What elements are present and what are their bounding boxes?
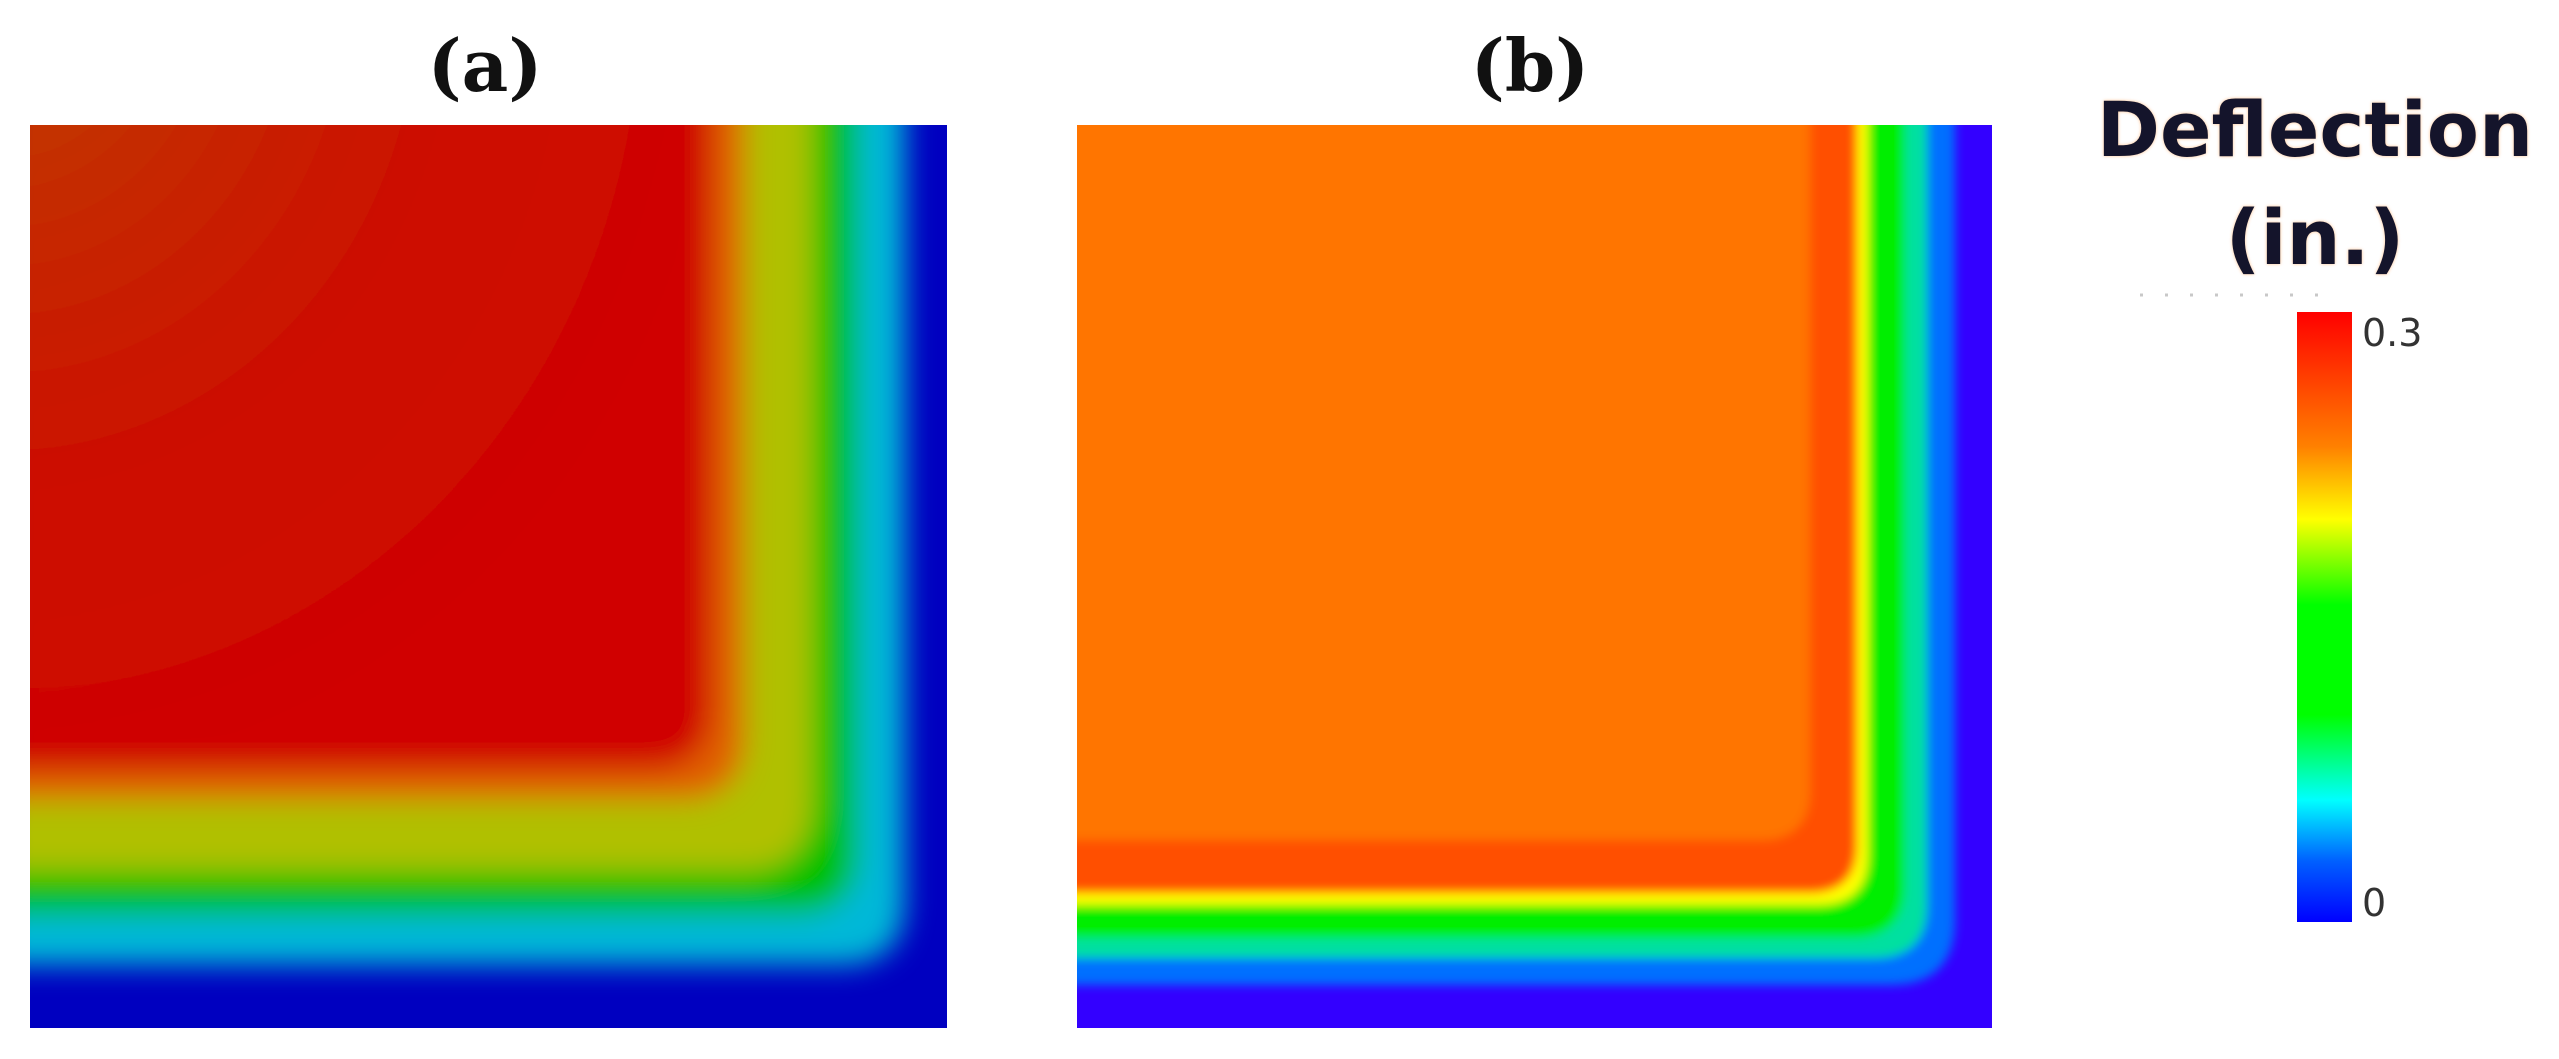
panel-label-b: (b): [1470, 23, 1590, 108]
plot-a: [30, 125, 947, 1028]
plot-b: [1077, 125, 1992, 1028]
legend-max-label: 0.3: [2362, 311, 2423, 355]
legend-min-label: 0: [2362, 881, 2387, 925]
legend-colorbar: [2297, 312, 2352, 922]
legend-title-line1: Deflection: [2096, 85, 2534, 174]
band-plateau-b: [1077, 125, 1810, 840]
legend-title-line2: (in.): [2225, 193, 2405, 282]
band-red-a: [30, 125, 712, 770]
panel-label-a: (a): [427, 23, 543, 108]
